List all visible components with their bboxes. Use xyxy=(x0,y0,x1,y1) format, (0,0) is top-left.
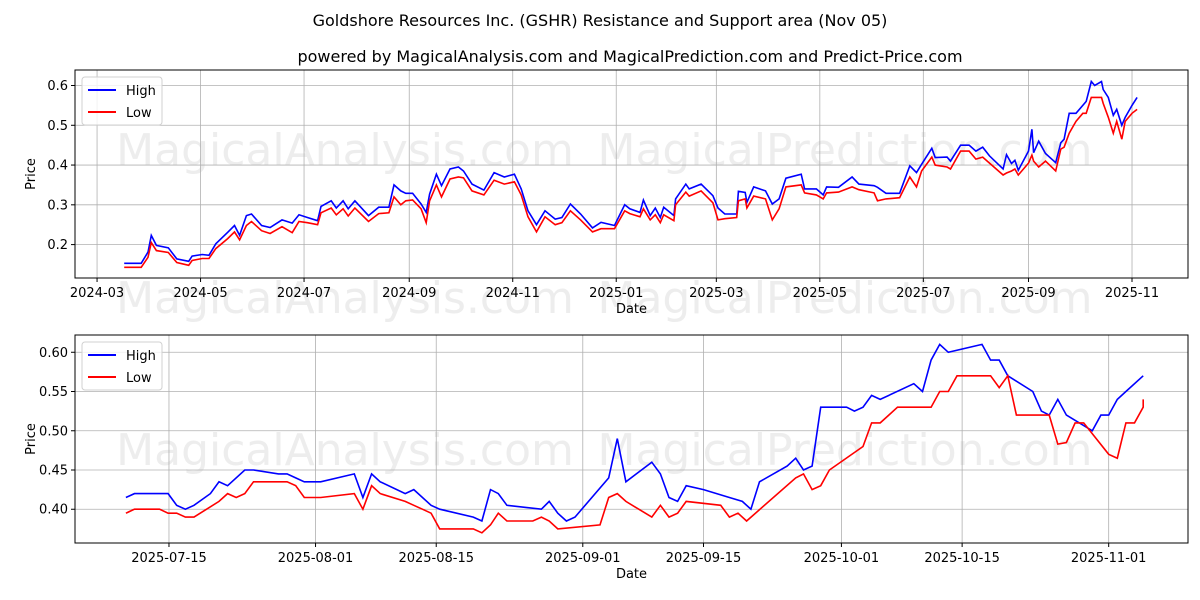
high-series-line xyxy=(125,343,1144,523)
chart-subtitle: powered by MagicalAnalysis.com and Magic… xyxy=(297,47,962,66)
legend-label-low: Low xyxy=(126,106,152,121)
legend-label-high: High xyxy=(126,349,156,364)
y-tick-label: 0.4 xyxy=(47,159,68,174)
watermark-analysis: MagicalAnalysis.com xyxy=(116,273,574,324)
high-series-line xyxy=(124,79,1138,265)
y-tick-label: 0.3 xyxy=(47,198,68,213)
x-tick-label: 2025-07 xyxy=(896,286,950,301)
plot-frame xyxy=(74,69,1189,279)
y-axis-label: Price xyxy=(24,423,39,455)
x-tick-label: 2025-08-15 xyxy=(398,551,474,566)
x-tick-label: 2025-09-01 xyxy=(545,551,621,566)
x-tick-label: 2024-11 xyxy=(486,286,540,301)
x-tick-label: 2024-03 xyxy=(70,286,124,301)
x-tick-label: 2025-09-15 xyxy=(666,551,742,566)
watermark-analysis: MagicalAnalysis.com xyxy=(116,125,574,176)
x-tick-label: 2025-10-15 xyxy=(924,551,1000,566)
x-tick-label: 2025-11-01 xyxy=(1071,551,1147,566)
y-tick-label: 0.60 xyxy=(39,346,68,361)
y-tick-label: 0.50 xyxy=(39,424,68,439)
watermark-prediction: MagicalPrediction.com xyxy=(598,125,1093,176)
plot-frame xyxy=(74,334,1189,544)
legend-label-low: Low xyxy=(126,371,152,386)
y-tick-label: 0.55 xyxy=(39,385,68,400)
bottom-chart: 0.40 0.45 0.50 0.55 0.60 2025-07-15 2025-08-01… xyxy=(24,334,1189,582)
x-tick-label: 2025-03 xyxy=(689,286,743,301)
top-chart: 0.2 0.3 0.4 0.5 0.6 2024-03 2024-05 2024-07 2024… xyxy=(24,69,1189,317)
x-tick-label: 2024-05 xyxy=(173,286,227,301)
x-tick-label: 2025-09 xyxy=(1001,286,1055,301)
x-tick-label: 2025-01 xyxy=(589,286,643,301)
y-tick-label: 0.40 xyxy=(39,503,68,518)
x-tick-label: 2025-07-15 xyxy=(131,551,207,566)
y-tick-label: 0.45 xyxy=(39,464,68,479)
x-tick-label: 2025-11 xyxy=(1105,286,1159,301)
watermark-prediction: MagicalPrediction.com xyxy=(598,273,1093,324)
y-tick-label: 0.5 xyxy=(47,119,68,134)
x-tick-label: 2025-05 xyxy=(793,286,847,301)
chart-title: Goldshore Resources Inc. (GSHR) Resistan… xyxy=(313,11,888,30)
watermark-analysis: MagicalAnalysis.com xyxy=(116,425,574,476)
low-series-line xyxy=(125,373,1144,534)
watermark-prediction: MagicalPrediction.com xyxy=(598,425,1093,476)
x-axis-label: Date xyxy=(616,567,647,582)
y-tick-label: 0.2 xyxy=(47,238,68,253)
low-series-line xyxy=(124,96,1138,269)
legend-label-high: High xyxy=(126,84,156,99)
x-tick-label: 2024-07 xyxy=(277,286,331,301)
x-tick-label: 2025-10-01 xyxy=(804,551,880,566)
y-axis-label: Price xyxy=(24,158,39,190)
x-tick-label: 2025-08-01 xyxy=(278,551,354,566)
x-axis-label: Date xyxy=(616,302,647,317)
x-tick-label: 2024-09 xyxy=(382,286,436,301)
y-tick-label: 0.6 xyxy=(47,79,68,94)
watermarks: MagicalAnalysis.com MagicalPrediction.co… xyxy=(116,125,1092,476)
